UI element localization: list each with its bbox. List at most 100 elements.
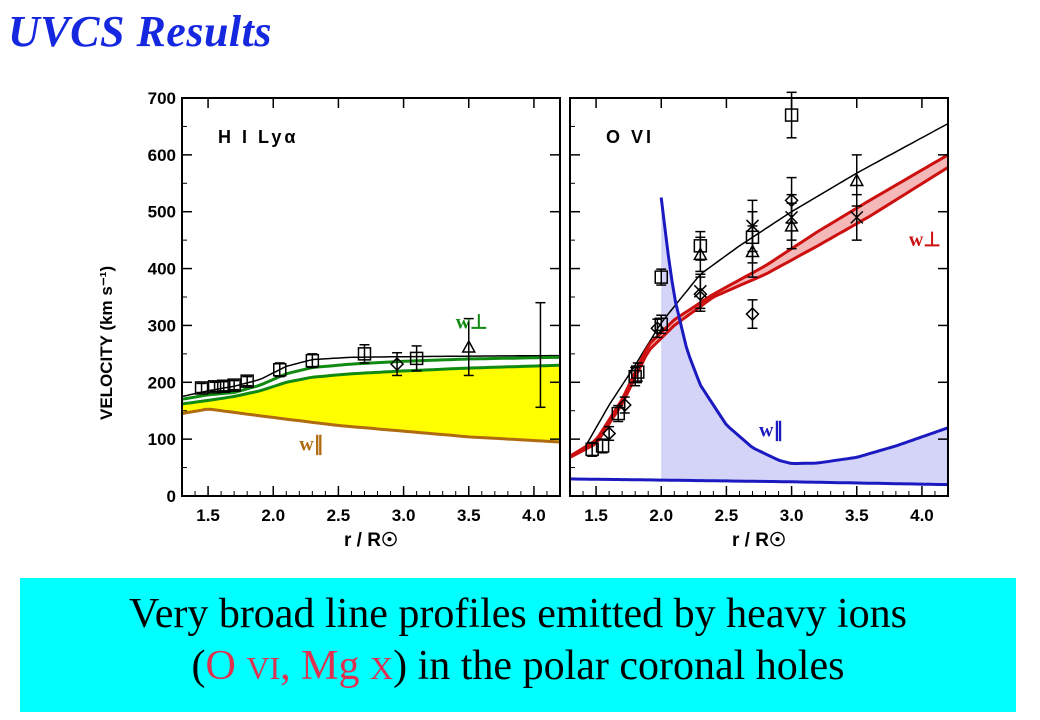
data-point bbox=[461, 317, 477, 377]
data-point bbox=[390, 351, 405, 377]
series-perp_upper-line bbox=[569, 153, 949, 458]
data-point bbox=[227, 378, 241, 392]
marker-square bbox=[240, 374, 254, 388]
data-point bbox=[784, 202, 799, 250]
data-point bbox=[850, 193, 864, 241]
marker-triangle bbox=[849, 172, 865, 187]
caption-box: Very broad line profiles emitted by heav… bbox=[20, 578, 1016, 712]
data-point bbox=[693, 236, 708, 273]
data-point bbox=[745, 199, 760, 253]
curve-annotation: w⊥ bbox=[909, 229, 941, 251]
series-fit-line bbox=[582, 122, 949, 451]
data-point bbox=[595, 438, 610, 454]
y-tick-label: 300 bbox=[148, 316, 176, 335]
x-tick-label: 1.5 bbox=[196, 506, 220, 525]
uvcs-figure: 1.5 2.0 2.5 3.0 3.5 4.0 0 100 200 300 400 500 600 700… bbox=[97, 89, 949, 551]
data-point bbox=[240, 374, 254, 388]
y-tick-label: 100 bbox=[148, 430, 176, 449]
marker-diamond bbox=[602, 426, 617, 441]
data-point bbox=[617, 396, 632, 414]
curve-annotation: w⊥ bbox=[456, 311, 488, 333]
panel-o-vi: 1.5 2.0 2.5 3.0 3.5 4.0 O VI r / R☉ w⊥ w∥ bbox=[569, 91, 949, 551]
data-point bbox=[654, 268, 668, 286]
marker-square bbox=[216, 379, 231, 394]
marker-cross bbox=[693, 284, 707, 298]
x-tick-label: 2.0 bbox=[261, 506, 285, 525]
marker-square bbox=[628, 369, 642, 384]
marker-diamond bbox=[617, 397, 632, 413]
y-tick-label: 200 bbox=[148, 373, 176, 392]
marker-cross bbox=[850, 210, 864, 224]
marker-diamond bbox=[390, 357, 405, 372]
data-point bbox=[194, 381, 209, 395]
blue-fill-region bbox=[661, 197, 948, 485]
yellow-fill-region bbox=[182, 365, 560, 442]
marker-square bbox=[654, 317, 668, 332]
marker-square bbox=[207, 380, 222, 394]
x-tick-label: 3.0 bbox=[392, 506, 416, 525]
curve-annotation: w∥ bbox=[299, 434, 323, 456]
series-parallel-line bbox=[181, 407, 561, 444]
x-tick-label: 4.0 bbox=[522, 506, 546, 525]
x-tick-label: 3.5 bbox=[457, 506, 481, 525]
y-tick-label: 600 bbox=[148, 146, 176, 165]
caption-line-2: (O VI, Mg X) in the polar coronal holes bbox=[20, 642, 1016, 690]
y-axis-label: VELOCITY (km s⁻¹) bbox=[97, 266, 116, 420]
marker-triangle bbox=[784, 218, 799, 232]
marker-cross bbox=[745, 219, 760, 233]
caption-paren-open: ( bbox=[191, 643, 206, 689]
x-axis-label: r / R☉ bbox=[344, 530, 398, 551]
x-tick-label: 4.0 bbox=[910, 506, 934, 525]
marker-square bbox=[595, 439, 610, 453]
marker-square bbox=[357, 347, 372, 361]
data-point bbox=[693, 273, 707, 310]
data-point bbox=[631, 362, 645, 382]
ion-mg-stage: X bbox=[370, 650, 394, 686]
x-axis-label: r / R☉ bbox=[732, 530, 786, 551]
x-tick-label: 2.0 bbox=[649, 506, 673, 525]
x-tick-label: 3.5 bbox=[845, 506, 869, 525]
marker-triangle bbox=[461, 339, 477, 353]
marker-square bbox=[273, 363, 287, 377]
data-point bbox=[273, 362, 287, 378]
y-tick-label: 400 bbox=[148, 260, 176, 279]
series-parallel_upper-line bbox=[659, 197, 949, 465]
marker-square bbox=[409, 351, 424, 366]
ion-mg-x: Mg X bbox=[301, 643, 393, 689]
data-point bbox=[745, 299, 760, 330]
marker-square bbox=[227, 378, 241, 392]
marker-square bbox=[585, 442, 599, 457]
ion-mg-element: Mg bbox=[301, 643, 370, 689]
ion-o-stage: VI bbox=[246, 650, 281, 686]
marker-square bbox=[654, 270, 668, 284]
y-tick-label: 500 bbox=[148, 203, 176, 222]
ion-o-element: O bbox=[205, 643, 247, 689]
x-tick-label: 1.5 bbox=[584, 506, 608, 525]
marker-square bbox=[784, 108, 799, 122]
marker-square bbox=[305, 353, 320, 368]
data-point bbox=[216, 379, 231, 394]
series-perp-line bbox=[181, 355, 561, 401]
marker-square bbox=[631, 365, 645, 379]
data-point bbox=[602, 425, 617, 442]
x-tick-label: 2.5 bbox=[715, 506, 739, 525]
data-point bbox=[305, 353, 320, 369]
red-band-region bbox=[570, 154, 948, 458]
caption-line-1: Very broad line profiles emitted by heav… bbox=[129, 591, 907, 637]
data-point bbox=[628, 366, 642, 387]
data-point bbox=[535, 301, 546, 409]
ion-o-vi: O VI bbox=[206, 643, 281, 689]
caption-separator: , bbox=[280, 643, 302, 689]
marker-diamond bbox=[745, 306, 760, 322]
data-point bbox=[654, 314, 668, 335]
curve-annotation: w∥ bbox=[759, 419, 783, 441]
series-parallel_lower-line bbox=[569, 477, 949, 487]
data-point bbox=[357, 344, 372, 364]
x-tick-label: 3.0 bbox=[780, 506, 804, 525]
panel-label: O VI bbox=[606, 127, 654, 147]
series-perp_lower-line bbox=[569, 166, 949, 459]
panel-h-i-lyalpha: 1.5 2.0 2.5 3.0 3.5 4.0 0 100 200 300 400 500 600 700… bbox=[148, 89, 561, 551]
y-tick-label: 0 bbox=[167, 487, 176, 506]
series-perp_lower-line bbox=[181, 363, 561, 406]
y-tick-label: 700 bbox=[148, 89, 176, 108]
